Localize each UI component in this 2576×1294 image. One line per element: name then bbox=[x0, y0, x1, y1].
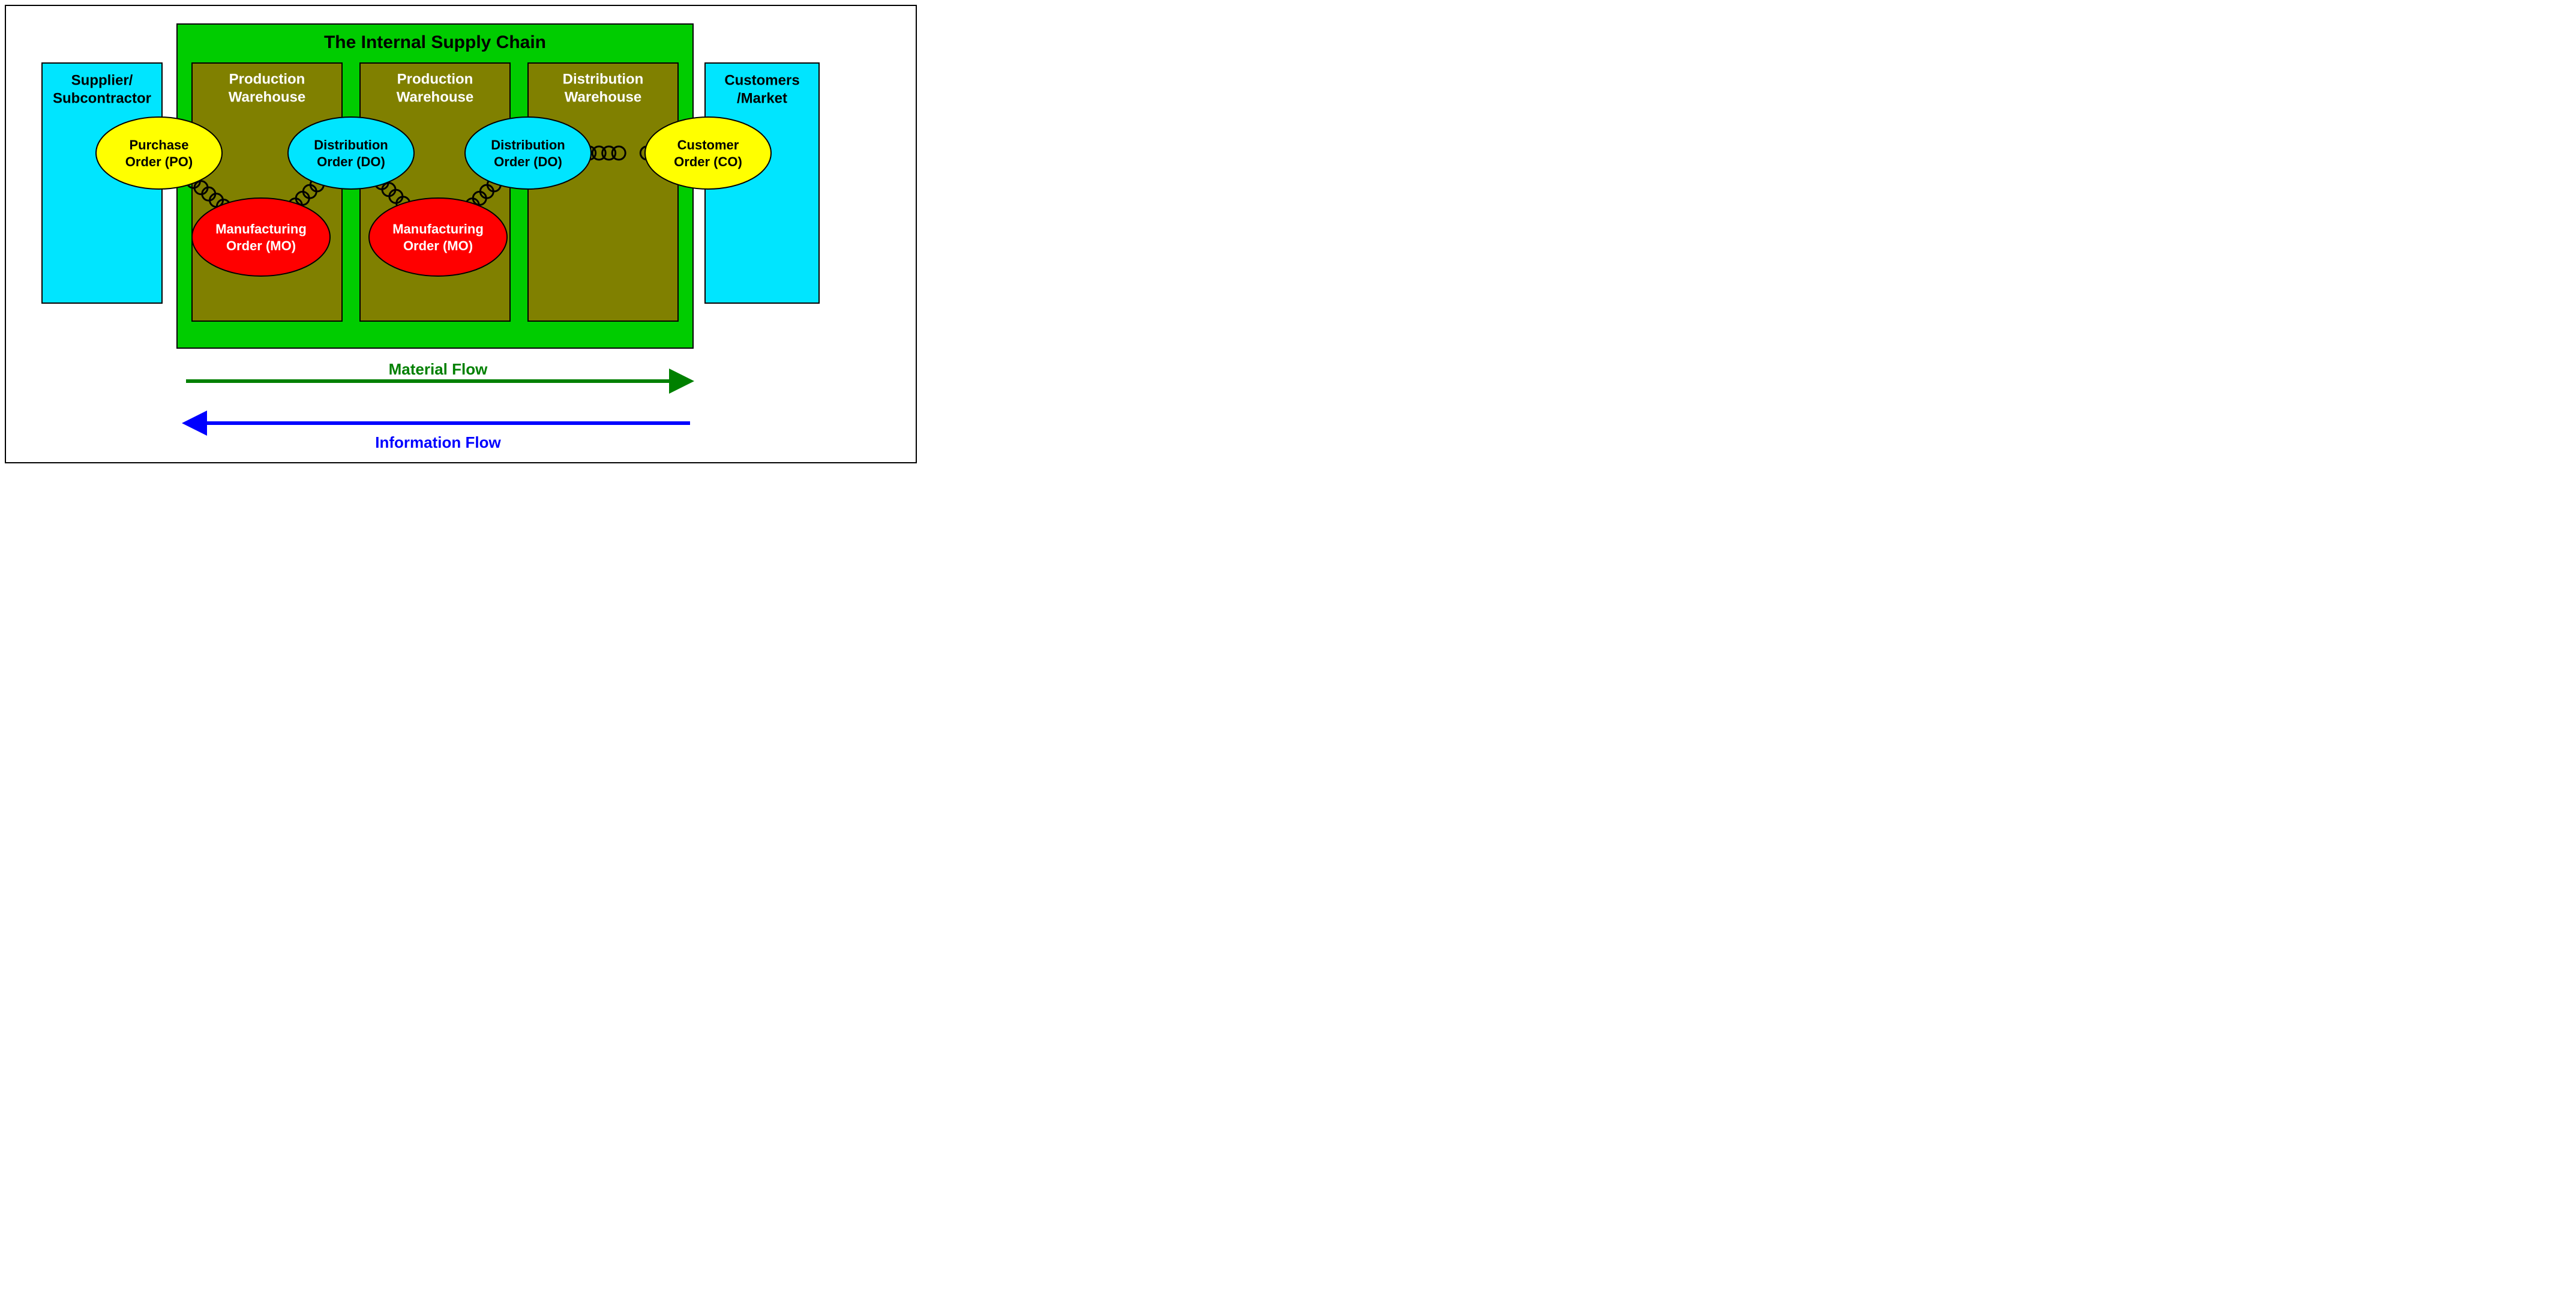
internal-supply-chain-title: The Internal Supply Chain bbox=[324, 32, 546, 52]
order-label: Order (DO) bbox=[317, 154, 385, 169]
warehouse-label: Warehouse bbox=[565, 89, 641, 105]
order-label: Manufacturing bbox=[392, 221, 484, 236]
order-label: Distribution bbox=[314, 137, 388, 152]
order-mo2: Manufacturing Order (MO) bbox=[369, 198, 507, 276]
warehouse-label: Warehouse bbox=[397, 89, 473, 105]
diagram-frame: The Internal Supply Chain Production Wareh… bbox=[5, 5, 917, 463]
order-label: Order (DO) bbox=[494, 154, 562, 169]
warehouse-label: Distribution bbox=[563, 71, 644, 87]
flow-label: Information Flow bbox=[375, 433, 501, 451]
order-label: Distribution bbox=[491, 137, 565, 152]
order-label: Order (CO) bbox=[674, 154, 742, 169]
side-box-label: /Market bbox=[737, 90, 787, 106]
warehouse-label: Warehouse bbox=[229, 89, 305, 105]
warehouse-wh3: Distribution Warehouse bbox=[528, 63, 678, 321]
side-box-label: Subcontractor bbox=[53, 90, 151, 106]
warehouse-label: Production bbox=[397, 71, 473, 87]
order-do2: Distribution Order (DO) bbox=[465, 117, 591, 189]
flow-label: Material Flow bbox=[389, 360, 488, 378]
diagram-canvas: The Internal Supply Chain Production Wareh… bbox=[6, 6, 918, 465]
flow-material: Material Flow bbox=[186, 360, 690, 381]
flow-information: Information Flow bbox=[186, 423, 690, 451]
order-label: Order (MO) bbox=[403, 238, 473, 253]
order-label: Customer bbox=[677, 137, 739, 152]
side-box-label: Supplier/ bbox=[71, 72, 133, 88]
order-label: Manufacturing bbox=[215, 221, 307, 236]
order-label: Order (MO) bbox=[226, 238, 296, 253]
order-label: Order (PO) bbox=[125, 154, 193, 169]
warehouse-label: Production bbox=[229, 71, 305, 87]
order-label: Purchase bbox=[129, 137, 188, 152]
order-do1: Distribution Order (DO) bbox=[288, 117, 414, 189]
order-po: Purchase Order (PO) bbox=[96, 117, 222, 189]
order-mo1: Manufacturing Order (MO) bbox=[192, 198, 330, 276]
order-co: Customer Order (CO) bbox=[645, 117, 771, 189]
side-box-label: Customers bbox=[724, 72, 799, 88]
